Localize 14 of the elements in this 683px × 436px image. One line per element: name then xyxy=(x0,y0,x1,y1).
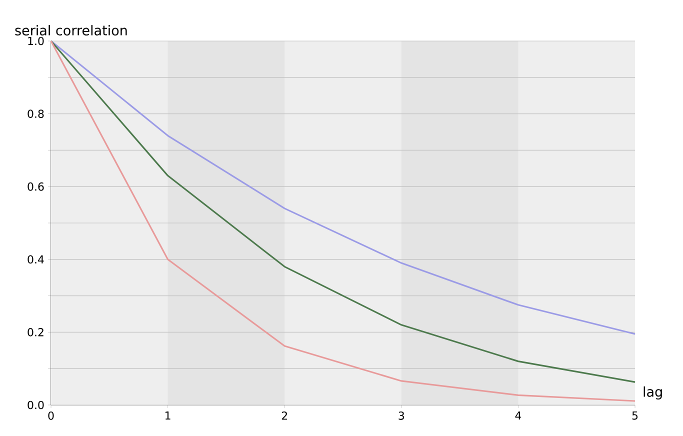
y-tick-label: 0.2 xyxy=(28,328,44,336)
x-tick-label: 2 xyxy=(282,412,287,420)
x-tick-label: 4 xyxy=(515,412,522,420)
x-tick-label: 0 xyxy=(48,412,54,420)
x-tick-label: 1 xyxy=(166,412,170,420)
x-tick-label: 3 xyxy=(398,412,404,420)
y-tick-label: 1.0 xyxy=(28,36,44,46)
y-tick-label: 0.8 xyxy=(28,110,44,118)
x-axis-title: lag xyxy=(644,386,662,400)
y-axis-title: serial correlation xyxy=(15,25,127,36)
y-tick-label: 0.4 xyxy=(28,255,44,264)
y-tick-label: 0.0 xyxy=(28,400,44,410)
x-tick-label: 5 xyxy=(632,412,638,420)
y-tick-label: 0.6 xyxy=(28,182,44,191)
